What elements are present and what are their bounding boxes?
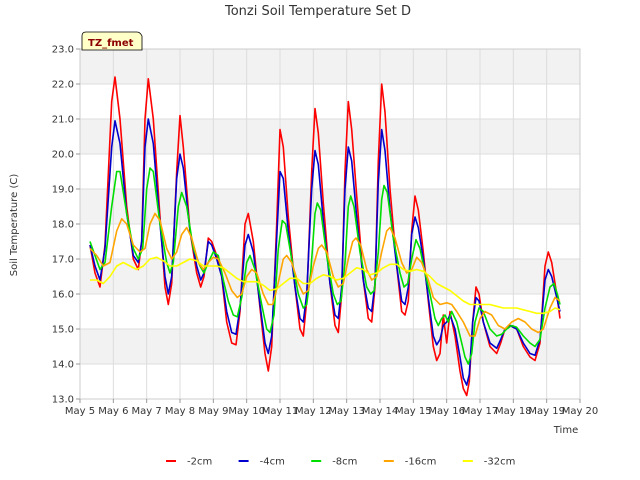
series-line-minus-16cm [89,212,561,337]
x-tick-label: May 14 [362,406,399,417]
x-tick-label: May 12 [295,406,332,417]
legend-label: -32cm [484,457,516,468]
series-line-minus-8cm [89,167,561,365]
plot-band [80,189,580,224]
badge-shape [81,31,143,51]
axes: 13.0 14.0 15.0 16.0 17.0 18.0 19.0 20.0 21.0 22.0… [52,45,599,418]
y-tick-label: 18.0 [52,220,74,231]
x-tick-label: May 15 [395,406,432,417]
legend-label: -4cm [260,457,285,468]
x-tick-label: May 6 [98,406,128,417]
x-tick-label: May 20 [562,406,599,417]
legend-label: -8cm [332,457,357,468]
chart-title: Tonzi Soil Temperature Set D [224,4,411,19]
legend-label: -16cm [405,457,437,468]
y-tick-label: 21.0 [52,115,74,126]
y-tick-label: 20.0 [52,150,74,161]
series-lines [89,76,561,397]
legend-label: -2cm [187,457,212,468]
x-tick-label: May 9 [198,406,228,417]
legend: -2cm -4cm -8cm -16cm -32cm [166,457,515,468]
x-tick-label: May 7 [132,406,162,417]
plot-band [80,119,580,154]
x-tick-label: May 8 [165,406,195,417]
x-tick-label: May 5 [65,406,95,417]
badge-label: TZ_fmet [88,38,134,49]
y-tick-label: 15.0 [52,325,74,336]
x-tick-label: May 10 [228,406,265,417]
x-tick-label: May 13 [328,406,365,417]
x-tick-label: May 19 [528,406,565,417]
y-tick-label: 19.0 [52,185,74,196]
y-tick-label: 14.0 [52,360,74,371]
x-tick-label: May 18 [495,406,532,417]
y-tick-label: 16.0 [52,290,74,301]
y-tick-label: 22.0 [52,80,74,91]
x-tick-label: May 17 [462,406,499,417]
y-tick-label: 13.0 [52,395,74,406]
x-tick-label: May 16 [428,406,465,417]
x-axis-title: Time [553,425,578,436]
x-tick-label: May 11 [262,406,299,417]
series-line-minus-32cm [90,256,561,315]
plot-band [80,329,580,364]
plot-band [80,49,580,84]
y-tick-label: 17.0 [52,255,74,266]
y-tick-label: 23.0 [52,45,74,56]
y-axis-title: Soil Temperature (C) [9,174,20,277]
site-badge: TZ_fmet [81,31,143,51]
series-line-minus-4cm [89,118,561,386]
